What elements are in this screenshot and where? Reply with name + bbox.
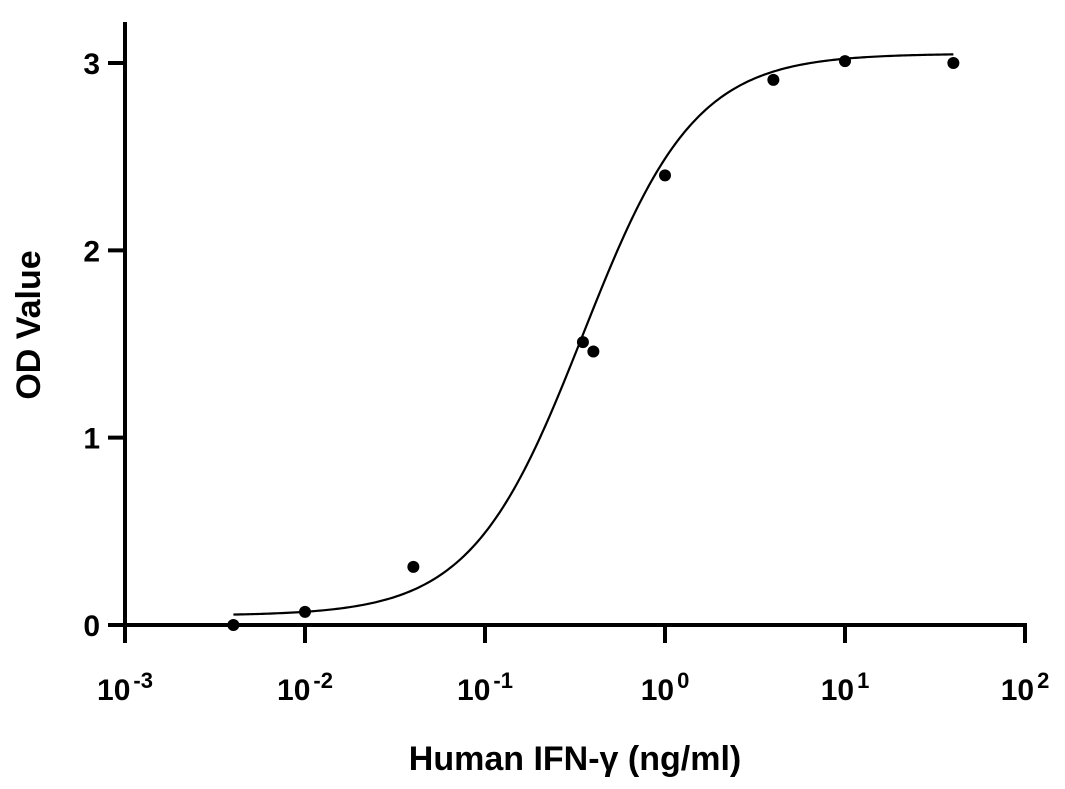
- x-tick-base-1: 10: [277, 674, 310, 707]
- x-tick-exponent-0: -3: [133, 668, 153, 693]
- x-tick-base-5: 10: [1001, 674, 1034, 707]
- x-tick-label-1: 10 -2: [277, 668, 333, 707]
- data-point-4: [587, 345, 600, 358]
- x-tick-base-4: 10: [821, 674, 854, 707]
- x-tick-label-2: 10 -1: [457, 668, 513, 707]
- data-point-3: [576, 336, 589, 349]
- y-ticks: 0 1 2 3: [83, 48, 125, 643]
- fit-curve-layer: [233, 53, 954, 616]
- x-tick-exponent-4: 1: [857, 668, 869, 693]
- data-point-0: [227, 619, 240, 631]
- y-tick-label-0: 0: [83, 610, 100, 643]
- x-tick-exponent-1: -2: [313, 668, 333, 693]
- data-point-5: [659, 169, 671, 182]
- y-tick-label-1: 1: [83, 423, 100, 456]
- x-tick-label-0: 10 -3: [97, 668, 153, 707]
- axes: [123, 22, 1027, 627]
- x-axis-title: Human IFN-γ (ng/ml): [409, 740, 741, 778]
- fit-curve-0: [233, 53, 954, 616]
- x-ticks: 10 -3 10 -2 10 -1 10 0 10 1 10 2: [97, 625, 1049, 707]
- x-tick-base-3: 10: [641, 674, 674, 707]
- x-tick-label-5: 10 2: [1001, 668, 1050, 707]
- data-point-8: [947, 57, 960, 69]
- x-tick-base-2: 10: [457, 674, 490, 707]
- data-point-2: [407, 560, 420, 573]
- y-tick-label-2: 2: [83, 235, 100, 268]
- x-tick-exponent-2: -1: [493, 668, 513, 693]
- x-tick-exponent-5: 2: [1037, 668, 1049, 693]
- data-point-7: [839, 55, 851, 68]
- x-tick-base-0: 10: [97, 674, 130, 707]
- y-tick-label-3: 3: [83, 48, 100, 81]
- data-points-layer: [227, 55, 960, 631]
- data-point-1: [299, 605, 311, 618]
- y-axis-title: OD Value: [10, 250, 48, 399]
- data-point-6: [767, 73, 780, 86]
- x-tick-exponent-3: 0: [677, 668, 689, 693]
- x-tick-label-4: 10 1: [821, 668, 870, 707]
- x-tick-label-3: 10 0: [641, 668, 690, 707]
